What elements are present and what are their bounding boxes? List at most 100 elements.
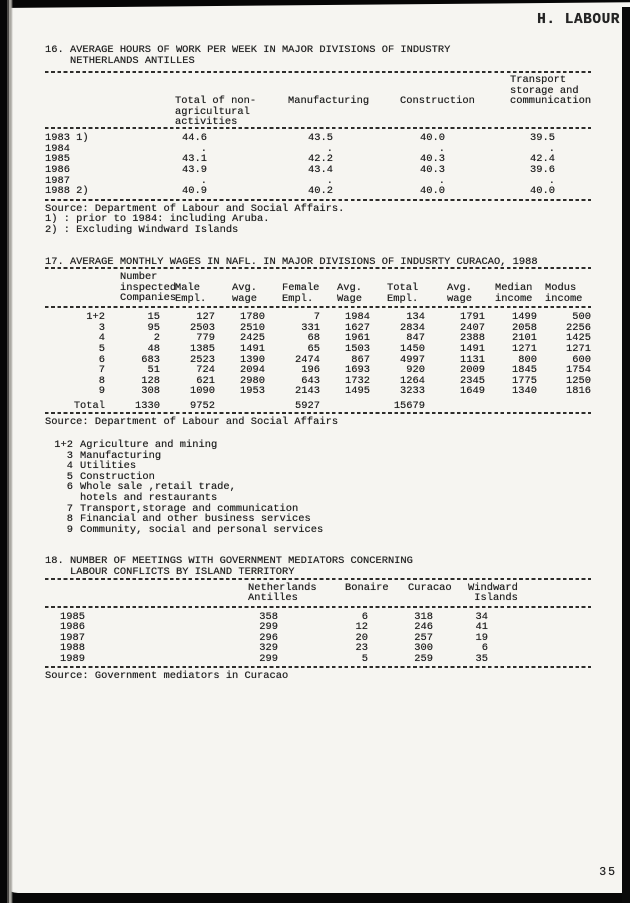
table-row: 1+2 15 127 1780 7 1984 134 1791 1499 500 <box>45 312 591 323</box>
cell-year: 1988 2) <box>45 185 89 198</box>
legend-code: 8 <box>66 513 73 526</box>
cell: 40.0 <box>530 185 555 198</box>
cell: 34 <box>475 610 488 623</box>
legend-label: Utilities <box>80 460 137 473</box>
cell: 43.9 <box>182 163 207 176</box>
cell: 2510 <box>240 321 265 334</box>
cell: 500 <box>572 311 591 324</box>
legend-label: Manufacturing <box>80 449 162 462</box>
cell: 9752 <box>190 399 215 412</box>
table-row: 1985 358 6 318 34 <box>45 610 488 623</box>
cell: 724 <box>196 364 215 377</box>
cell: 1984 <box>345 311 370 324</box>
legend-code: 9 <box>66 523 73 536</box>
cell: 1845 <box>512 364 537 377</box>
cell-year: 1983 1) <box>45 132 89 145</box>
industry-code-legend: 1+2 Agriculture and mining 3 Manufacturi… <box>50 440 591 535</box>
table16-title-line2: NETHERLANDS ANTILLES <box>70 54 195 67</box>
page-content: 16. AVERAGE HOURS OF WORK PER WEEK IN MA… <box>45 0 591 681</box>
cell: 1649 <box>460 385 485 398</box>
legend-item: 7 Transport,storage and communication <box>50 504 591 515</box>
cell: 1090 <box>190 385 215 398</box>
cell: 40.3 <box>420 153 445 166</box>
table17-col-header-median: Median income <box>495 282 533 305</box>
cell: . <box>200 174 207 187</box>
legend-item: 9 Community, social and personal service… <box>50 525 591 536</box>
table16-source: Source: Department of Labour and Social … <box>45 202 345 215</box>
cell: 2834 <box>400 321 425 334</box>
cell: 51 <box>147 364 160 377</box>
table18-col-header-windward-islands: Windward Islands <box>468 581 518 605</box>
cell: 318 <box>414 610 433 623</box>
cell: 6 <box>361 610 368 623</box>
cell-year: 1986 <box>60 621 85 634</box>
table16-col-header-manufacturing: Manufacturing <box>288 95 370 108</box>
cell-industry-code: 7 <box>98 364 105 377</box>
table17-col-header-total: Total Empl. <box>387 282 419 305</box>
table-row: 1989 299 5 259 35 <box>45 654 488 665</box>
divider-dashed <box>45 306 591 309</box>
cell: 1961 <box>345 332 370 345</box>
divider-dashed <box>45 198 591 201</box>
table16-column-headers: Transport storage and communication Tota… <box>45 75 591 128</box>
legend-label: Transport,storage and communication <box>80 502 299 515</box>
legend-item: 3 Manufacturing <box>50 451 591 462</box>
cell: 308 <box>141 385 160 398</box>
page-number: 35 <box>599 866 617 879</box>
cell: 65 <box>307 342 320 355</box>
cell: 621 <box>196 374 215 387</box>
table17-title: 17. AVERAGE MONTHLY WAGES IN NAFL. IN MA… <box>45 255 538 268</box>
cell: 12 <box>355 621 368 634</box>
cell: 23 <box>355 642 368 655</box>
table-row: 1988 2) 40.9 40.2 40.0 40.0 <box>45 186 555 197</box>
cell-year: 1987 <box>60 631 85 644</box>
table18-title-line2: LABOUR CONFLICTS BY ISLAND TERRITORY <box>70 566 295 578</box>
cell: 2058 <box>512 321 537 334</box>
cell: 358 <box>259 610 278 623</box>
table17-col-header-avg-wage-female: Avg. Wage <box>337 282 362 305</box>
table-row: 1987 296 20 257 19 <box>45 633 488 644</box>
cell: 1754 <box>566 364 591 377</box>
cell: 2345 <box>460 374 485 387</box>
cell: 1953 <box>240 385 265 398</box>
cell: 1491 <box>460 342 485 355</box>
cell: 6 <box>481 642 488 655</box>
cell: 20 <box>355 631 368 644</box>
legend-item: 5 Construction <box>50 472 591 483</box>
table17-col-header-female: Female Empl. <box>282 282 320 305</box>
cell-year: 1986 <box>45 163 70 176</box>
cell: 331 <box>301 321 320 334</box>
cell: 3233 <box>400 385 425 398</box>
cell: 15 <box>147 311 160 324</box>
cell-industry-code: 9 <box>98 385 105 398</box>
cell: 4997 <box>400 353 425 366</box>
cell: 1780 <box>240 311 265 324</box>
table17-col-header-avg-wage-male: Avg. wage <box>232 282 257 305</box>
cell: 2 <box>153 332 160 345</box>
cell: 1250 <box>566 374 591 387</box>
table18-col-header-curacao: Curacao <box>408 581 452 594</box>
cell: 7 <box>313 311 320 324</box>
cell: 2101 <box>512 332 537 345</box>
cell <box>485 401 537 412</box>
table17-col-header-avg-wage-total: Avg. wage <box>447 282 472 305</box>
cell: 128 <box>141 374 160 387</box>
legend-label: Community, social and personal services <box>80 523 324 536</box>
cell: 1503 <box>345 342 370 355</box>
table-row-total: Total 1330 9752 5927 15679 <box>45 401 591 412</box>
cell: 43.1 <box>182 153 207 166</box>
cell: 1330 <box>135 399 160 412</box>
cell: 1131 <box>460 353 485 366</box>
cell: 2474 <box>295 353 320 366</box>
cell: 40.9 <box>182 185 207 198</box>
cell: 39.6 <box>530 163 555 176</box>
cell: 5 <box>361 652 368 665</box>
cell-year: 1987 <box>45 174 70 187</box>
legend-item: 6 Whole sale ,retail trade, hotels and r… <box>50 482 591 503</box>
legend-label: Whole sale ,retail trade, hotels and res… <box>80 481 236 505</box>
cell: 42.2 <box>308 153 333 166</box>
cell-year: 1985 <box>45 153 70 166</box>
table18-col-header-netherlands-antilles: Netherlands Antilles <box>248 581 317 605</box>
cell: . <box>548 142 555 155</box>
